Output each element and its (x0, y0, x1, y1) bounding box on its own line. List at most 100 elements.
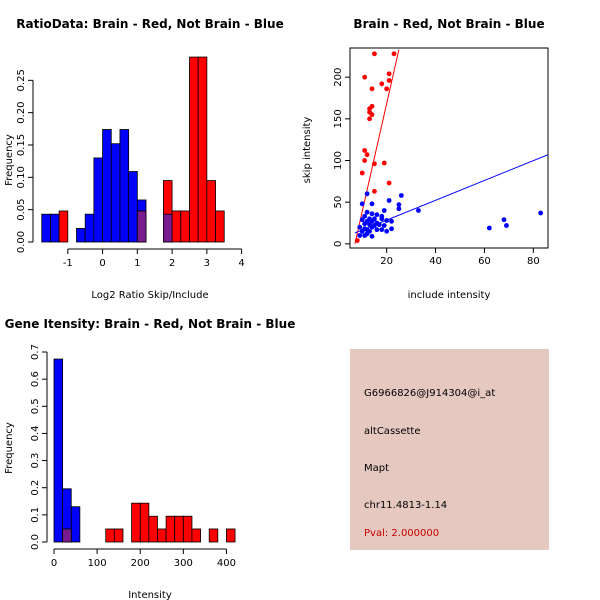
intensity-histogram-panel: Gene Itensity: Brain - Red, Not Brain - … (4, 317, 295, 600)
scatter-point-brain-11 (369, 112, 375, 118)
ratio-hist-axes: -1 0 1 2 3 4 0.00 0.05 0.10 0.15 0.20 0.25 (16, 69, 245, 269)
intensity-y-tick-label-0: 0.0 (30, 534, 41, 550)
ratio-bar-brain-6 (197, 56, 208, 243)
ratio-hist-xlabel: Log2 Ratio Skip/Include (91, 290, 208, 301)
ratio-bar-notbrain-3 (84, 213, 95, 243)
scatter-point-notbrain-36 (384, 228, 390, 234)
scatter-point-notbrain-22 (389, 218, 394, 224)
intensity-bar-brain-5 (148, 515, 158, 543)
ratio-hist-ylabel: Frequency (4, 134, 15, 186)
scatter-y-tick-label-2: 100 (333, 151, 344, 170)
scatter-point-brain-2 (386, 71, 392, 77)
ratio-bar-notbrain-5 (102, 129, 112, 243)
ratio-bar-brain-5 (189, 56, 199, 243)
intensity-bar-brain-4 (139, 502, 150, 543)
scatter-point-brain-5 (379, 81, 385, 87)
scatter-y-tick-label-4: 200 (333, 68, 344, 87)
scatter-point-brain-21 (354, 238, 360, 243)
ratio-x-tick-label-4: 3 (204, 258, 210, 269)
event-type-text: altCassette (364, 426, 421, 437)
scatter-x-tick-label-3: 80 (527, 256, 540, 267)
ratio-x-tick-label-5: 4 (238, 258, 244, 269)
scatter-point-notbrain-34 (359, 228, 365, 234)
scatter-point-notbrain-11 (374, 212, 380, 218)
info-panel-background (350, 349, 549, 550)
intensity-y-tick-label-3: 0.3 (30, 453, 41, 469)
intensity-bar-brain-8 (174, 515, 184, 543)
scatter-point-notbrain-20 (384, 218, 390, 223)
ratio-bar-brain-4 (180, 210, 190, 243)
ratio-bar-overlap-10 (163, 213, 173, 243)
scatter-title: Brain - Red, Not Brain - Blue (353, 17, 544, 31)
ratio-bar-notbrain-8 (128, 171, 138, 243)
scatter-point-notbrain-33 (379, 227, 385, 233)
scatter-x-tick-label-2: 60 (478, 256, 491, 267)
scatter-point-notbrain-9 (364, 209, 370, 215)
intensity-y-tick-label-1: 0.1 (30, 507, 41, 523)
scatter-point-notbrain-17 (379, 216, 385, 222)
scatter-point-brain-15 (362, 158, 368, 163)
scatter-fit-line-notbrain (354, 154, 548, 234)
intensity-y-tick-label-4: 0.4 (30, 425, 41, 441)
probe-id-text: G6966826@J914304@i_at (364, 388, 495, 399)
info-panel: G6966826@J914304@i_at altCassette Mapt c… (350, 349, 549, 550)
intensity-y-tick-label-6: 0.6 (30, 371, 41, 387)
ratio-hist-bars (41, 56, 225, 243)
ratio-bar-overlap-9 (136, 210, 147, 243)
intensity-y-tick-label-5: 0.5 (30, 398, 41, 414)
scatter-y-tick-label-1: 50 (333, 196, 344, 209)
ratio-bar-notbrain-6 (110, 143, 121, 243)
intensity-y-tick-label-2: 0.2 (30, 480, 41, 496)
intensity-x-tick-label-4: 400 (217, 558, 236, 569)
ratio-x-tick-label-0: -1 (63, 258, 73, 269)
scatter-axes: 20 40 60 80 0 50 100 150 200 (333, 68, 540, 267)
scatter-point-brain-20 (372, 188, 377, 194)
ratio-bar-notbrain-1 (50, 213, 60, 243)
intensity-bar-brain-6 (157, 528, 167, 543)
ratio-x-tick-label-3: 2 (169, 258, 175, 269)
scatter-point-brain-4 (386, 78, 392, 83)
scatter-point-notbrain-23 (362, 221, 368, 227)
scatter-point-brain-13 (362, 148, 368, 153)
scatter-point-notbrain-0 (364, 191, 370, 197)
intensity-y-tick-label-7: 0.7 (30, 344, 41, 360)
intensity-bar-brain-2 (113, 528, 124, 543)
ratio-x-tick-label-2: 1 (134, 258, 140, 269)
scatter-point-brain-16 (381, 160, 387, 166)
scatter-point-notbrain-25 (376, 222, 382, 228)
ratio-y-tick-label-4: 0.20 (16, 102, 27, 124)
pval-text: Pval: 2.000000 (364, 528, 439, 539)
ratio-bar-brain-0 (58, 210, 69, 243)
scatter-point-notbrain-1 (369, 201, 375, 207)
scatter-panel: Brain - Red, Not Brain - Blue include in… (302, 17, 549, 301)
scatter-point-notbrain-29 (369, 224, 375, 230)
scatter-y-tick-label-0: 0 (333, 241, 344, 247)
intensity-hist-xlabel: Intensity (128, 590, 172, 600)
scatter-point-notbrain-7 (416, 208, 421, 213)
scatter-point-brain-0 (372, 51, 377, 57)
scatter-y-tick-label-3: 150 (333, 109, 344, 128)
scatter-point-notbrain-5 (396, 202, 402, 208)
scatter-fit-line-brain (354, 49, 400, 244)
intensity-hist-title: Gene Itensity: Brain - Red, Not Brain - … (5, 317, 296, 331)
ratio-bar-brain-8 (215, 210, 225, 243)
scatter-point-notbrain-43 (504, 223, 509, 228)
intensity-bar-brain-7 (165, 515, 176, 543)
intensity-bar-brain-12 (226, 528, 236, 543)
intensity-bar-brain-1 (105, 528, 115, 543)
gene-name-text: Mapt (364, 463, 389, 474)
ratio-y-tick-label-5: 0.25 (16, 69, 27, 91)
scatter-point-notbrain-4 (386, 198, 392, 203)
scatter-point-notbrain-19 (369, 218, 375, 224)
scatter-point-notbrain-45 (538, 210, 544, 216)
scatter-point-brain-12 (367, 116, 372, 122)
intensity-bar-notbrain-0 (53, 358, 64, 543)
scatter-plot-box (349, 47, 549, 249)
ratio-y-tick-label-3: 0.15 (16, 134, 27, 156)
scatter-point-notbrain-12 (362, 213, 368, 219)
scatter-point-notbrain-41 (369, 233, 375, 239)
ratio-x-tick-label-1: 0 (99, 258, 105, 269)
scatter-point-notbrain-27 (381, 223, 387, 228)
intensity-bar-brain-10 (191, 528, 201, 543)
